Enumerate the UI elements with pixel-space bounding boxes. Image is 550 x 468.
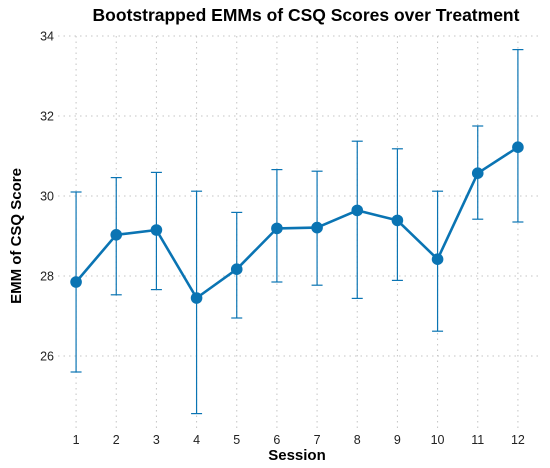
grid <box>58 35 540 428</box>
series-line-layer <box>75 146 519 300</box>
data-point <box>70 276 82 288</box>
y-tick-label: 30 <box>40 190 54 204</box>
data-point <box>271 222 283 235</box>
y-tick-label: 34 <box>40 30 54 44</box>
x-tick-label: 2 <box>113 433 120 447</box>
y-axis-ticks: 26 28 30 32 34 <box>40 30 54 364</box>
data-point <box>110 229 123 241</box>
x-tick-label: 8 <box>354 433 361 447</box>
x-tick-label: 9 <box>394 433 401 447</box>
x-tick-label: 12 <box>511 433 525 447</box>
y-tick-label: 26 <box>40 350 54 364</box>
data-point <box>190 292 203 304</box>
data-point <box>351 204 364 217</box>
data-points <box>70 141 524 304</box>
x-tick-label: 4 <box>193 433 200 447</box>
y-tick-label: 28 <box>40 270 54 284</box>
x-tick-label: 10 <box>431 433 445 447</box>
x-axis-ticks: 1 2 3 4 5 6 7 8 9 10 11 12 <box>73 433 525 447</box>
data-point <box>431 253 444 265</box>
x-tick-label: 5 <box>233 433 240 447</box>
series-line <box>75 146 519 300</box>
data-point <box>150 224 163 236</box>
x-axis-label: Session <box>268 447 326 464</box>
x-tick-label: 11 <box>471 433 484 447</box>
chart-title: Bootstrapped EMMs of CSQ Scores over Tre… <box>93 5 520 25</box>
x-tick-label: 7 <box>314 433 321 447</box>
x-tick-label: 6 <box>273 433 280 447</box>
error-bar <box>512 48 524 223</box>
data-point <box>391 214 404 227</box>
y-tick-label: 32 <box>40 110 54 124</box>
y-axis-label: EMM of CSQ Score <box>8 168 25 304</box>
data-point <box>311 221 323 234</box>
error-bar <box>351 140 363 299</box>
data-point <box>471 167 484 179</box>
data-point <box>230 263 243 276</box>
data-point <box>512 141 524 153</box>
x-tick-label: 3 <box>153 433 160 447</box>
x-tick-label: 1 <box>73 433 80 447</box>
